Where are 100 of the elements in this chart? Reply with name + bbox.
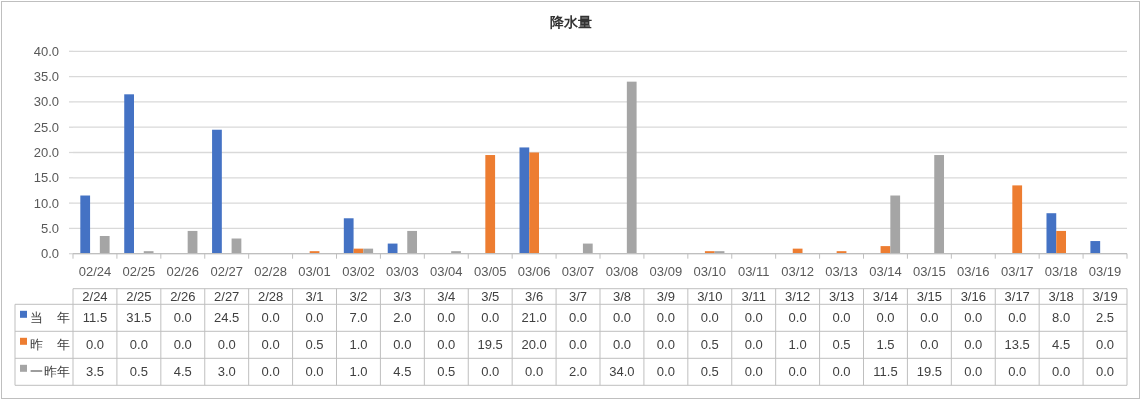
text: 3/1 [305, 289, 324, 305]
data-label: 13.5 [1004, 337, 1030, 353]
bar [124, 94, 134, 254]
x-tick-label: 02/26 [166, 263, 200, 279]
text: 3/14 [872, 289, 899, 305]
data-label: 0.0 [744, 310, 763, 326]
bar [1012, 185, 1023, 254]
data-label: 0.0 [481, 364, 500, 380]
x-tick-label: 03/12 [781, 263, 814, 279]
y-tick-label: 5.0 [40, 220, 59, 236]
data-label: 0.0 [656, 310, 675, 326]
text: 3/9 [656, 289, 675, 305]
x-tick-label: 02/27 [210, 263, 243, 279]
data-label: 11.5 [82, 310, 108, 326]
x-tick-label: 03/05 [473, 263, 507, 279]
text: 3/8 [612, 289, 631, 305]
data-label: 0.5 [832, 337, 851, 353]
text: 3/19 [1092, 289, 1118, 305]
x-tick-label: 03/13 [825, 263, 858, 279]
data-label: 0.0 [964, 310, 983, 326]
x-tick-label: 03/02 [342, 263, 375, 279]
y-tick-label: 40.0 [33, 43, 59, 59]
data-label: 0.0 [964, 364, 983, 380]
x-tick-label: 03/11 [737, 263, 770, 279]
data-label: 0.5 [700, 364, 719, 380]
data-label: 1.5 [876, 337, 895, 353]
x-tick-label: 03/03 [386, 263, 419, 279]
data-label: 0.0 [85, 337, 104, 353]
data-label: 0.0 [481, 310, 500, 326]
x-tick-label: 03/19 [1088, 263, 1122, 279]
data-label: 0.0 [612, 310, 631, 326]
x-tick-label: 02/25 [122, 263, 156, 279]
data-label: 0.0 [217, 337, 236, 353]
data-label: 0.0 [305, 364, 324, 380]
data-label: 4.5 [393, 364, 412, 380]
data-label: 0.0 [656, 337, 675, 353]
bar [485, 155, 496, 254]
x-tick-label: 03/10 [693, 263, 727, 279]
data-label: 0.0 [832, 364, 851, 380]
text: 3/7 [569, 289, 588, 305]
data-label: 1.0 [788, 337, 807, 353]
x-tick-label: 03/07 [561, 263, 595, 279]
data-label: 0.5 [305, 337, 324, 353]
x-tick-label: 03/14 [869, 263, 902, 279]
bar [1046, 213, 1057, 254]
x-tick-label: 02/24 [78, 263, 112, 279]
y-tick-label: 0.0 [40, 246, 59, 262]
bar [626, 81, 637, 254]
x-tick-label: 03/04 [430, 263, 463, 279]
data-label: 34.0 [609, 364, 635, 380]
data-label: 4.5 [173, 364, 192, 380]
text: 3/16 [960, 289, 986, 305]
data-label: 0.0 [656, 364, 675, 380]
data-label: 19.5 [477, 337, 503, 353]
data-label: 8.0 [1052, 310, 1071, 326]
text: 2/27 [214, 289, 240, 305]
legend-label: 昨 年 [30, 337, 70, 353]
text: 3/4 [437, 289, 456, 305]
y-tick-label: 25.0 [33, 119, 59, 135]
bar [934, 155, 945, 254]
data-label: 0.0 [1008, 364, 1027, 380]
data-label: 0.0 [964, 337, 983, 353]
data-label: 0.0 [788, 364, 807, 380]
y-tick-label: 15.0 [33, 170, 59, 186]
text: 3/18 [1048, 289, 1074, 305]
data-label: 20.0 [521, 337, 547, 353]
data-label: 31.5 [126, 310, 152, 326]
data-label: 0.0 [920, 310, 939, 326]
x-tick-label: 03/09 [649, 263, 683, 279]
data-label: 3.5 [85, 364, 104, 380]
data-label: 0.0 [525, 364, 544, 380]
data-label: 24.5 [214, 310, 240, 326]
bar [1056, 230, 1067, 254]
chart-title: 降水量 [549, 14, 592, 30]
bar [212, 129, 222, 254]
text: 2/25 [126, 289, 152, 305]
y-tick-label: 20.0 [33, 145, 59, 161]
data-label: 0.5 [129, 364, 148, 380]
data-label: 0.0 [788, 310, 807, 326]
data-label: 0.0 [569, 337, 588, 353]
data-label: 0.0 [393, 337, 412, 353]
data-label: 0.0 [305, 310, 324, 326]
bar [343, 218, 354, 254]
data-label: 0.0 [437, 337, 456, 353]
legend-label: 当 年 [30, 310, 70, 326]
bar [407, 230, 418, 254]
data-label: 0.0 [1096, 364, 1115, 380]
data-label: 0.0 [876, 310, 895, 326]
text: 3/6 [525, 289, 544, 305]
data-label: 0.0 [1096, 337, 1115, 353]
x-tick-label: 03/06 [517, 263, 551, 279]
data-label: 0.0 [173, 310, 192, 326]
data-label: 0.0 [1052, 364, 1071, 380]
bar [529, 152, 539, 254]
data-label: 0.0 [920, 337, 939, 353]
text: 3/5 [481, 289, 500, 305]
bar [582, 243, 593, 254]
data-label: 4.5 [1052, 337, 1071, 353]
data-label: 0.5 [437, 364, 456, 380]
bar [99, 235, 110, 254]
